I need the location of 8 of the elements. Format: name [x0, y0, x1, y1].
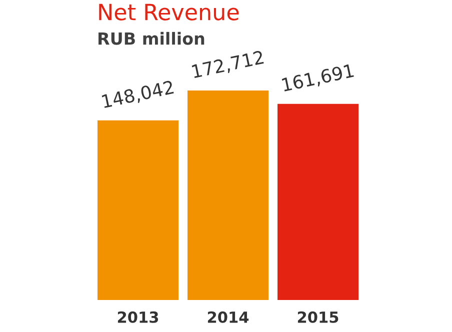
- data-label: 161,691: [282, 64, 354, 94]
- x-tick-label: 2014: [208, 311, 249, 323]
- x-tick-label: 2013: [118, 311, 158, 323]
- data-label: 148,042: [102, 80, 174, 110]
- chart-title: Net Revenue: [99, 4, 239, 20]
- chart-subtitle: RUB million: [98, 32, 204, 45]
- data-label: 172,712: [192, 50, 264, 80]
- x-tick-label: 2015: [298, 311, 338, 323]
